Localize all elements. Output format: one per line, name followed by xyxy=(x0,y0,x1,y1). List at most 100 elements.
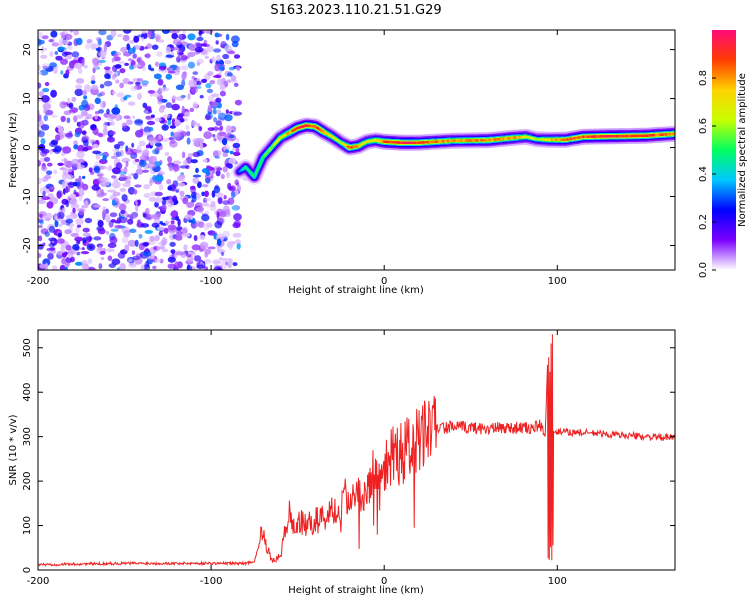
noise-speckle xyxy=(71,51,80,58)
noise-speckle xyxy=(125,147,133,155)
noise-speckle xyxy=(121,157,131,163)
noise-speckle xyxy=(81,247,85,251)
noise-speckle xyxy=(178,182,186,187)
noise-speckle xyxy=(63,110,72,116)
spectrogram-x-label: Height of straight line (km) xyxy=(288,285,424,296)
noise-speckle xyxy=(135,81,141,86)
noise-speckle xyxy=(129,228,137,233)
noise-speckle xyxy=(41,95,50,103)
noise-speckle xyxy=(192,151,201,158)
noise-speckle xyxy=(204,198,212,202)
noise-speckle xyxy=(99,250,106,255)
noise-speckle xyxy=(173,131,181,140)
noise-speckle xyxy=(214,155,220,159)
y-tick-label: 400 xyxy=(22,383,33,402)
noise-speckle xyxy=(112,180,121,189)
noise-speckle xyxy=(74,132,81,138)
noise-speckle xyxy=(229,150,234,155)
noise-speckle xyxy=(63,167,73,173)
noise-speckle xyxy=(206,88,214,94)
noise-speckle xyxy=(69,193,77,199)
noise-speckle xyxy=(145,116,153,121)
noise-speckle xyxy=(168,164,174,172)
noise-speckle xyxy=(169,125,176,129)
noise-speckle xyxy=(167,119,172,126)
noise-speckle xyxy=(132,53,137,59)
noise-speckle xyxy=(132,255,141,261)
noise-speckle xyxy=(41,63,50,69)
noise-speckle xyxy=(44,174,52,180)
noise-speckle xyxy=(198,30,203,35)
noise-speckle xyxy=(38,121,44,127)
noise-speckle xyxy=(49,62,57,68)
noise-speckle xyxy=(119,68,126,74)
noise-speckle xyxy=(83,139,89,147)
noise-speckle xyxy=(61,219,66,223)
noise-speckle xyxy=(82,227,90,233)
noise-speckle xyxy=(40,124,50,131)
noise-speckle xyxy=(74,62,83,70)
noise-speckle xyxy=(58,223,63,228)
spectrogram-noise xyxy=(38,30,252,270)
noise-speckle xyxy=(128,259,133,263)
noise-speckle xyxy=(106,230,109,235)
noise-speckle xyxy=(171,103,180,111)
noise-speckle xyxy=(75,227,80,234)
noise-speckle xyxy=(42,215,50,221)
noise-speckle xyxy=(71,96,77,102)
noise-speckle xyxy=(230,35,240,43)
noise-speckle xyxy=(87,258,93,265)
noise-speckle xyxy=(117,141,125,146)
noise-speckle xyxy=(57,238,65,244)
noise-speckle xyxy=(172,195,178,203)
noise-speckle xyxy=(62,252,67,258)
noise-speckle xyxy=(219,125,224,131)
noise-speckle xyxy=(94,114,98,120)
noise-speckle xyxy=(191,120,197,127)
noise-speckle xyxy=(206,45,214,53)
noise-speckle xyxy=(81,99,89,108)
noise-speckle xyxy=(161,237,168,245)
noise-speckle xyxy=(199,95,204,99)
noise-speckle xyxy=(120,209,126,214)
noise-speckle xyxy=(72,244,80,251)
noise-speckle xyxy=(211,93,220,98)
noise-speckle xyxy=(167,70,176,74)
noise-speckle xyxy=(60,58,68,65)
noise-speckle xyxy=(141,37,145,41)
noise-speckle xyxy=(220,261,228,269)
noise-speckle xyxy=(133,189,138,195)
noise-speckle xyxy=(224,60,232,65)
noise-speckle xyxy=(69,197,78,206)
noise-speckle xyxy=(186,137,191,145)
noise-speckle xyxy=(122,77,130,85)
noise-speckle xyxy=(82,237,87,244)
noise-speckle xyxy=(190,159,198,164)
noise-speckle xyxy=(165,73,173,80)
noise-speckle xyxy=(113,56,121,62)
noise-speckle xyxy=(43,114,48,122)
noise-speckle xyxy=(153,197,163,203)
noise-speckle xyxy=(39,263,47,269)
y-tick-label: 500 xyxy=(22,338,33,357)
noise-speckle xyxy=(137,78,144,82)
noise-speckle xyxy=(175,251,185,256)
noise-speckle xyxy=(109,120,115,126)
noise-speckle xyxy=(86,39,93,44)
noise-speckle xyxy=(62,146,72,154)
noise-speckle xyxy=(107,136,115,143)
noise-speckle xyxy=(205,83,212,89)
noise-speckle xyxy=(185,124,190,130)
noise-speckle xyxy=(215,120,222,126)
noise-speckle xyxy=(102,127,108,136)
noise-speckle xyxy=(236,242,241,250)
noise-speckle xyxy=(116,217,122,224)
noise-speckle xyxy=(85,42,91,50)
noise-speckle xyxy=(111,57,115,63)
noise-speckle xyxy=(74,261,83,266)
noise-speckle xyxy=(161,196,170,201)
noise-speckle xyxy=(188,219,194,223)
noise-speckle xyxy=(226,72,233,77)
noise-speckle xyxy=(161,137,170,142)
noise-speckle xyxy=(49,247,56,251)
